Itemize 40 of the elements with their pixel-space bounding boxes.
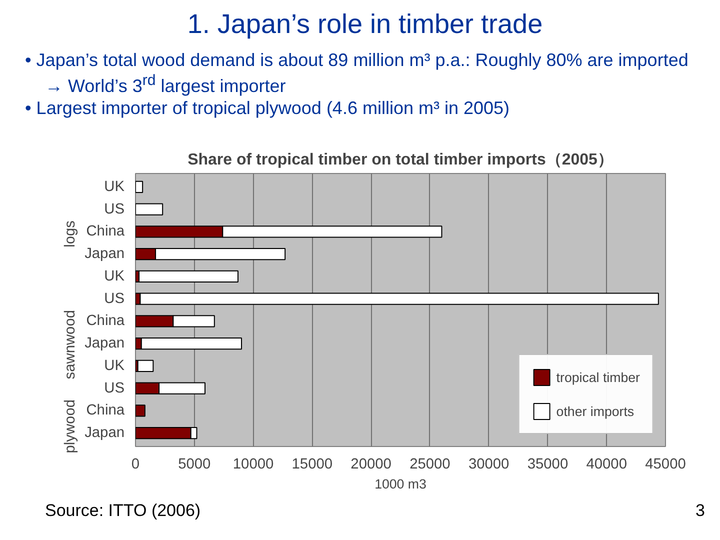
y-tick-label: China [86, 313, 126, 330]
y-tick-label: US [104, 380, 125, 396]
text: logs [62, 220, 78, 248]
x-tick-label: 30000 [468, 456, 510, 472]
bar [136, 404, 146, 417]
x-tick-label: 15000 [292, 456, 333, 472]
text: 3 [696, 500, 705, 522]
chart-subtitle: Share of tropical timber on total timber imports（2005） [188, 152, 614, 168]
y-tick-label: Japan [84, 425, 125, 442]
x-tick-label: 10000 [232, 456, 274, 472]
source-note: Source: ITTO (2006) [45, 500, 201, 522]
legend-label: other imports [556, 404, 634, 418]
y-tick-label: Japan [84, 246, 125, 262]
y-tick-label: Japan [84, 336, 125, 352]
text: sawnwood [62, 310, 78, 380]
y-tick-label: China [86, 224, 126, 240]
x-tick-label: 0 [131, 456, 140, 472]
text: • Japan’s total wood demand is about 89 million m³ p.a.: Roughly 80% are imported → World’s 3$^{rd}$ largest importer [24, 50, 690, 98]
x-tick-label: 20000 [350, 456, 392, 472]
y-tick-label: UK [104, 178, 125, 195]
y-tick-label: US [104, 201, 125, 218]
legend-label: tropical timber [556, 370, 640, 384]
y-tick-label: China [86, 402, 126, 419]
bar [136, 180, 144, 194]
bar [138, 270, 238, 283]
x-tick-label: 35000 [527, 456, 568, 472]
x-tick-label: 45000 [645, 456, 686, 472]
chart-title: 1. Japan’s role in timber trade [186, 8, 544, 41]
x-axis-title: 1000 m3 [374, 476, 426, 492]
text: plywood [62, 400, 78, 454]
text: • Largest importer of tropical plywood (4.6 million m³ in 2005) [24, 98, 511, 120]
bar [136, 203, 164, 216]
y-tick-label: UK [104, 268, 125, 284]
y-tick-label: UK [104, 358, 125, 374]
y-tick-label: US [104, 290, 125, 307]
x-tick-label: 5000 [178, 456, 211, 472]
x-tick-label: 25000 [410, 456, 450, 472]
x-tick-label: 40000 [586, 456, 627, 472]
bar [137, 360, 154, 372]
bar [140, 292, 659, 305]
